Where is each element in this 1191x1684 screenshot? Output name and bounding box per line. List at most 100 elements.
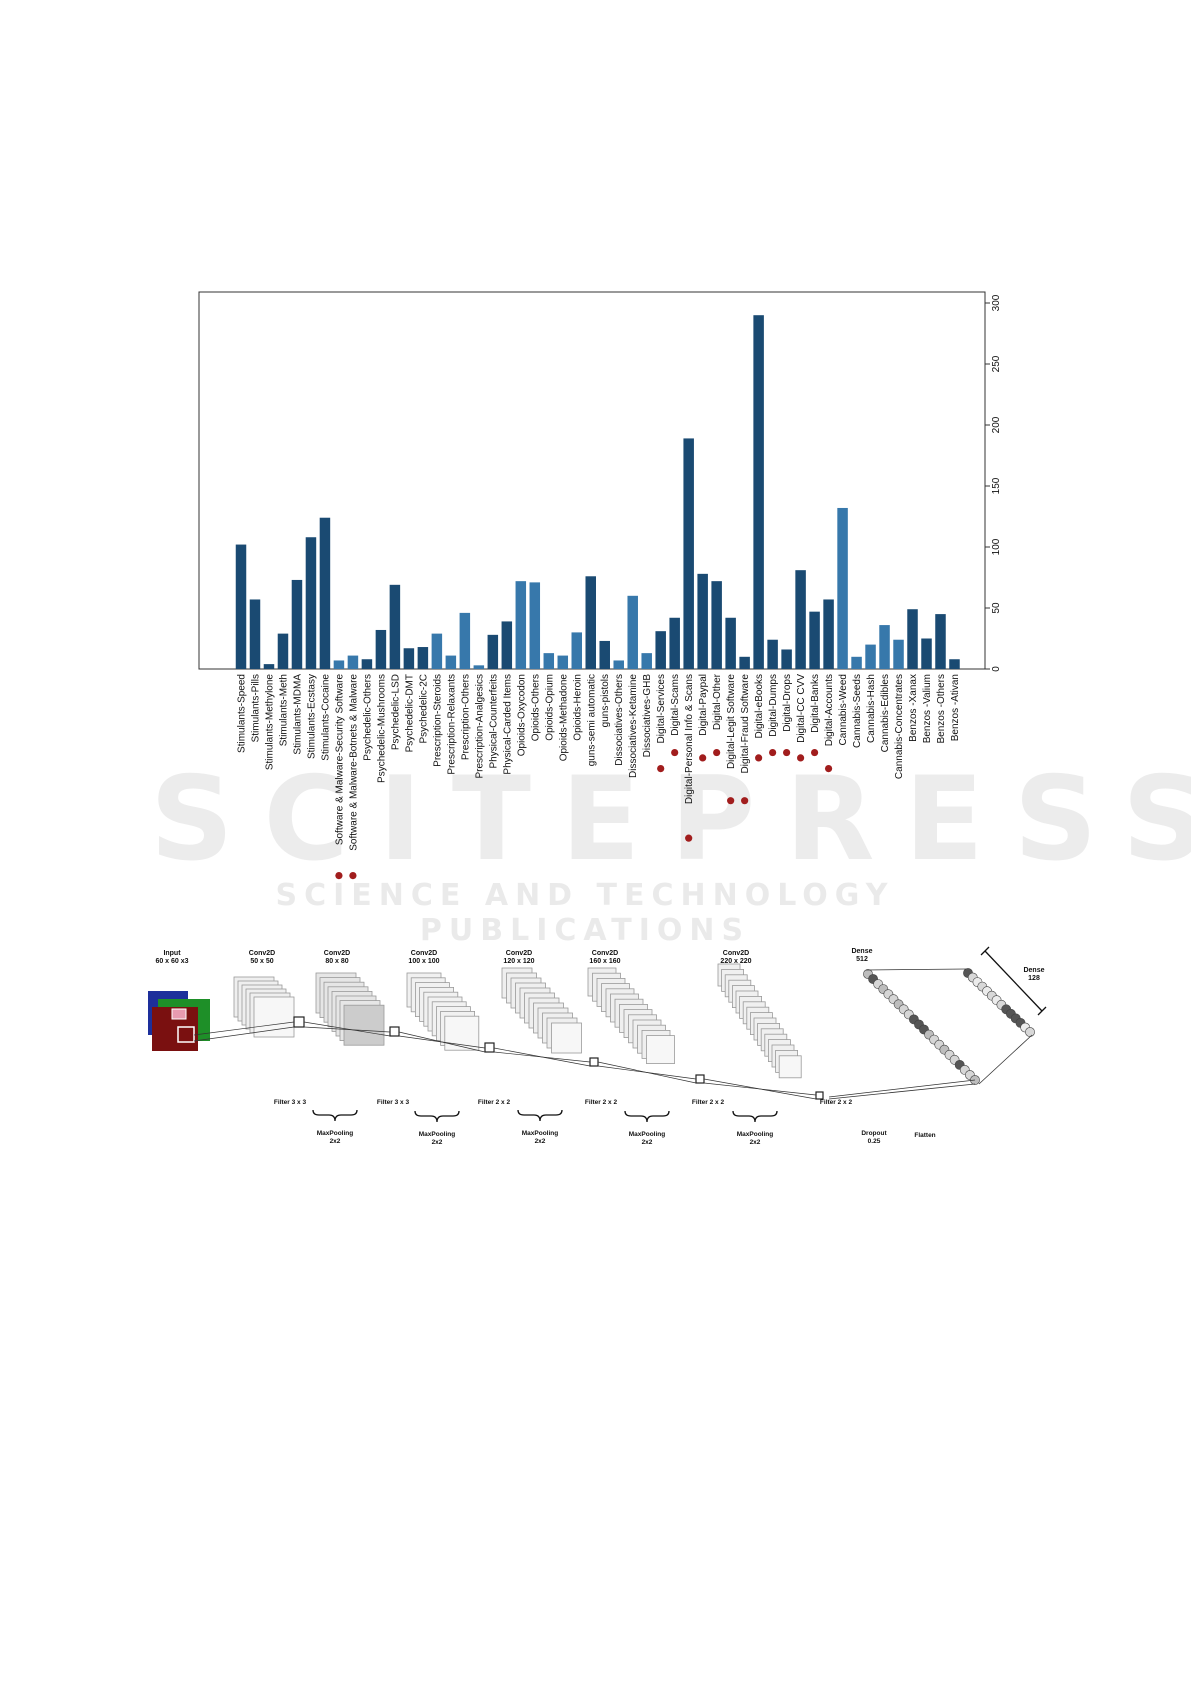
marker-dot (685, 834, 693, 842)
conv5-size: 160 x 160 (589, 958, 620, 965)
x-tick-label: Prescription-Analgesics (474, 674, 485, 779)
bar-prescription-steroids (431, 633, 443, 669)
conv2-title: Conv2D (324, 950, 350, 957)
marker-dot (783, 748, 791, 757)
bar-stimulants-mdma (291, 579, 303, 669)
y-tick-label: 200 (991, 416, 1002, 433)
x-tick-label: Cannabis-Weed (838, 674, 849, 746)
x-tick-label: Physical-Counterfeits (488, 674, 499, 768)
feature-map (551, 1022, 582, 1054)
bar-physical-carded-items (501, 621, 513, 669)
marker-dot (769, 748, 777, 757)
bar-digital-personal-info-scans (683, 438, 694, 669)
filter-window (695, 1074, 705, 1084)
y-tick-label: 100 (991, 538, 1002, 555)
filter-window (815, 1091, 824, 1100)
bar-digital-cc-cvv (795, 570, 806, 669)
x-tick-label: Opioids-Heroin (572, 674, 583, 741)
bar-cannabis-edibles (879, 625, 890, 669)
dense-layers (828, 946, 1047, 1100)
bar-digital-accounts (823, 599, 834, 669)
dense-connection (865, 968, 967, 971)
dense-connection (828, 1079, 976, 1098)
bar-stimulants-methylone (263, 664, 275, 669)
conv3-size: 100 x 100 (408, 958, 439, 965)
pool-title-5: MaxPooling (737, 1131, 774, 1138)
input-filter-window (177, 1026, 195, 1043)
bar-benzos-valium (921, 638, 932, 669)
marker-dot (671, 748, 679, 757)
x-tick-label: guns-semi automatic (586, 674, 597, 766)
input-size: 60 x 60 x3 (155, 958, 188, 965)
x-tick-label: Stimulants-MDMA (292, 674, 303, 755)
feature-map (343, 1004, 385, 1046)
bar-digital-services (655, 631, 666, 669)
x-tick-label: Digital-CC CVV (796, 674, 807, 743)
pooling-braces (312, 1109, 778, 1123)
neuron (1025, 1027, 1035, 1037)
x-tick-label: Opioids-Opium (544, 674, 555, 741)
brace-2 (414, 1110, 460, 1123)
dense-connection (978, 1034, 1033, 1085)
flatten-label: Flatten (914, 1132, 935, 1139)
x-tick-label: Cannabis-Edibles (880, 674, 891, 752)
conv-stack-4 (501, 967, 599, 1067)
x-tick-label: Digital-Legit Software (726, 674, 737, 769)
x-tick-label: Physical-Carded Items (502, 674, 513, 775)
bar-stimulants-speed (235, 544, 247, 669)
marker-dot (727, 797, 735, 805)
connection-line (303, 1021, 391, 1037)
y-tick-label: 50 (991, 602, 1002, 614)
marker-dot (657, 765, 665, 773)
conv-stack-6 (717, 963, 824, 1100)
connection-line (597, 1061, 697, 1084)
filter-label-6: Filter 2 x 2 (820, 1099, 853, 1106)
conv3-title: Conv2D (411, 950, 437, 957)
marker-dot (755, 754, 763, 762)
conv-stack-3 (406, 972, 495, 1053)
bar-software-malware-security-software (333, 660, 345, 669)
x-tick-label: Digital-Accounts (824, 674, 835, 746)
conv1-size: 50 x 50 (250, 958, 273, 965)
x-tick-label: Digital-Fraud Software (740, 674, 751, 774)
x-tick-label: Cannabis-Hash (866, 674, 877, 743)
x-tick-label: guns-pistols (600, 674, 611, 727)
bar-dissociatives-ketamine (627, 595, 638, 669)
conv4-size: 120 x 120 (503, 958, 534, 965)
x-tick-label: Cannabis-Seeds (852, 674, 863, 748)
x-tick-label: Digital-Personal Info & Scans (684, 674, 695, 804)
bar-digital-paypal (697, 573, 708, 669)
filter-window (484, 1042, 495, 1053)
brace-3 (517, 1109, 563, 1122)
bar-cannabis-hash (865, 644, 876, 669)
x-tick-label: Prescription-Others (460, 674, 471, 760)
bar-digital-legit-software (725, 617, 736, 669)
x-tick-label: Stimulants-Meth (278, 674, 289, 746)
dense512-title: Dense (851, 948, 872, 955)
bar-cannabis-seeds (851, 656, 862, 669)
x-tick-label: Psychedelic-2C (418, 674, 429, 743)
x-tick-label: Benzos -Others (936, 674, 947, 743)
x-tick-label: Psychedelic-Mushrooms (376, 674, 387, 783)
bar-software-malware-botnets-malware (347, 655, 359, 669)
filter-label-4: Filter 2 x 2 (585, 1099, 618, 1106)
brace-1 (312, 1109, 358, 1122)
conv6-size: 220 x 220 (720, 958, 751, 965)
x-tick-label: Stimulants-Ecstasy (306, 674, 317, 759)
bar-prescription-analgesics (473, 665, 485, 669)
y-axis: 0 50 100 150 200 250 300 (985, 294, 1002, 672)
bar-digital-banks (809, 611, 820, 669)
brace-5 (732, 1110, 778, 1123)
dropout-value: 0.25 (868, 1138, 881, 1145)
filter-label-3: Filter 2 x 2 (478, 1099, 511, 1106)
pool-size-1: 2x2 (330, 1138, 341, 1145)
bar-physical-counterfeits (487, 634, 499, 669)
x-tick-label: Dissociatives-Others (614, 674, 625, 766)
dense-512-column (863, 969, 980, 1085)
dense128-size: 128 (1028, 975, 1040, 982)
x-tick-label: Benzos -Ativan (950, 674, 961, 741)
conv6-title: Conv2D (723, 950, 749, 957)
bar-stimulants-cocaine (319, 517, 331, 669)
x-tick-label: Digital-Banks (810, 674, 821, 733)
input-highlight (171, 1008, 187, 1020)
